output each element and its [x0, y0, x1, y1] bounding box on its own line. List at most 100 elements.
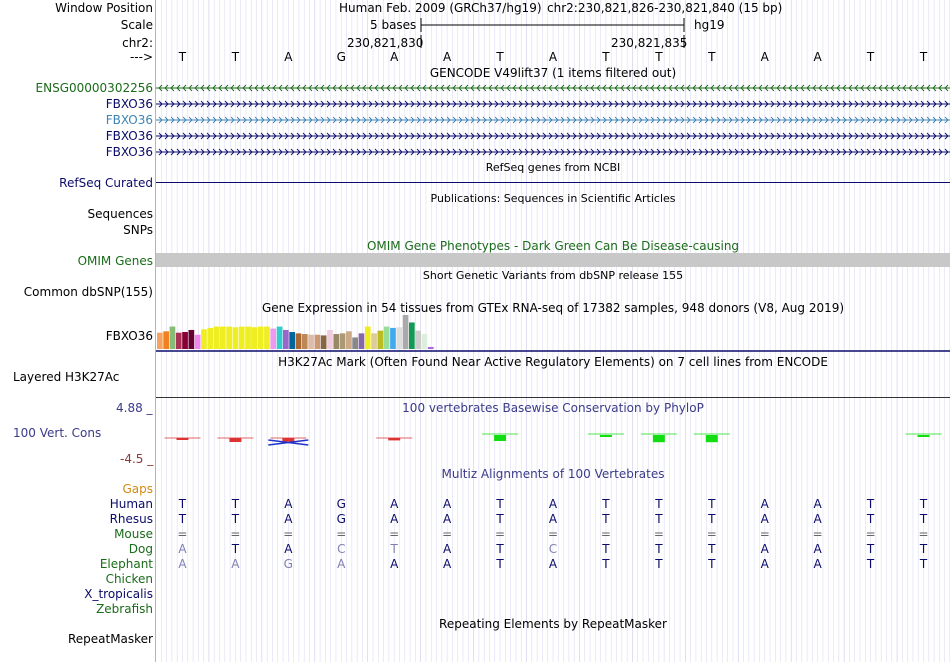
gtex-tissue-bar [270, 328, 277, 349]
gtex-expression-bars[interactable] [156, 314, 950, 354]
gencode-gene-label[interactable]: FBXO36 [105, 113, 153, 127]
multiz-aligned-base: T [866, 512, 875, 526]
multiz-aligned-base: = [230, 527, 241, 541]
multiz-aligned-base: A [337, 557, 346, 571]
gencode-gene-line[interactable] [156, 147, 950, 157]
multiz-aligned-base: T [655, 542, 663, 556]
multiz-species-label[interactable]: Zebrafish [96, 602, 153, 616]
multiz-aligned-base: T [231, 497, 240, 511]
multiz-species-label[interactable]: Mouse [114, 527, 153, 541]
multiz-aligned-base: A [284, 542, 293, 556]
gtex-track-label[interactable]: FBXO36 [105, 329, 153, 343]
gtex-tissue-bar [257, 326, 264, 349]
multiz-aligned-base: G [283, 557, 293, 571]
gtex-tissue-bar [175, 332, 182, 349]
multiz-aligned-base: = [865, 527, 876, 541]
multiz-aligned-base: A [760, 512, 769, 526]
cons-track-label[interactable]: 100 Vert. Cons [13, 426, 102, 440]
multiz-aligned-base: T [231, 512, 240, 526]
repeatmasker-track-label[interactable]: RepeatMasker [67, 632, 153, 646]
reference-base: T [655, 50, 663, 64]
multiz-aligned-base: A [760, 557, 769, 571]
cons-ymax: 4.88 _ [116, 401, 153, 415]
gtex-tissue-bar [289, 332, 295, 349]
gencode-gene-line[interactable] [156, 115, 950, 125]
publications-sequences-label[interactable]: Sequences [87, 207, 153, 221]
gtex-tissue-bar [314, 334, 321, 349]
gtex-tissue-bar [427, 346, 434, 349]
multiz-aligned-base: = [600, 527, 611, 541]
multiz-aligned-base: T [602, 512, 610, 526]
multiz-aligned-base: = [547, 527, 559, 541]
multiz-aligned-base: A [390, 557, 399, 571]
multiz-aligned-base: = [759, 527, 770, 541]
gtex-tissue-bar [264, 326, 270, 349]
gtex-tissue-bar [352, 337, 358, 349]
gtex-tissue-bar [346, 331, 352, 349]
gtex-tissue-bar [339, 333, 346, 349]
multiz-aligned-base: T [919, 512, 928, 526]
multiz-aligned-base: T [919, 497, 928, 511]
gencode-gene-label[interactable]: FBXO36 [105, 145, 153, 159]
reference-base: T [496, 50, 504, 64]
multiz-aligned-base: T [602, 557, 610, 571]
multiz-aligned-base: = [177, 527, 188, 541]
gtex-tissue-bar [226, 326, 232, 349]
reference-base: G [336, 50, 346, 64]
publications-snps-label[interactable]: SNPs [123, 223, 153, 237]
reference-base: A [548, 50, 558, 64]
multiz-aligned-base: A [760, 542, 769, 556]
window-position-value[interactable]: chr2:230,821,826-230,821,840 (15 bp) [547, 1, 783, 15]
multiz-aligned-base: T [866, 542, 875, 556]
reference-base: A [284, 50, 293, 64]
multiz-aligned-base: = [336, 527, 347, 541]
cons-score-bar [599, 435, 612, 437]
multiz-aligned-base: = [706, 527, 717, 541]
gencode-gene-line[interactable] [156, 83, 950, 93]
multiz-species-label[interactable]: Chicken [105, 572, 153, 586]
gtex-tissue-bar [232, 327, 239, 349]
multiz-aligned-base: A [813, 542, 822, 556]
reference-base: T [708, 50, 716, 64]
gencode-gene-line[interactable] [156, 131, 950, 141]
scale-db: hg19 [694, 18, 725, 32]
gtex-tissue-bar [396, 327, 403, 349]
omim-gene-bar[interactable] [156, 253, 950, 267]
dbsnp-track-title: Short Genetic Variants from dbSNP releas… [422, 269, 684, 282]
omim-track-label[interactable]: OMIM Genes [77, 254, 153, 268]
multiz-aligned-base: T [655, 497, 663, 511]
refseq-gene-line[interactable] [156, 182, 950, 184]
cons-score-bar [917, 435, 930, 437]
gtex-tissue-bar [415, 330, 421, 349]
gencode-gene-label[interactable]: FBXO36 [105, 97, 153, 111]
multiz-aligned-base: = [389, 527, 400, 541]
gencode-gene-label[interactable]: ENSG00000302256 [35, 81, 153, 95]
multiz-species-label[interactable]: Rhesus [109, 512, 153, 526]
gtex-track-title: Gene Expression in 54 tissues from GTEx … [261, 301, 845, 315]
h3k27ac-track-label[interactable]: Layered H3K27Ac [13, 370, 120, 384]
cons-score-bar [652, 435, 665, 443]
gtex-tissue-bar [371, 333, 377, 349]
publications-track-title: Publications: Sequences in Scientific Ar… [430, 192, 676, 205]
multiz-species-label[interactable]: Elephant [99, 557, 153, 571]
multiz-species-label[interactable]: Dog [128, 542, 153, 556]
assembly-name: Human Feb. 2009 (GRCh37/hg19) [339, 1, 542, 15]
refseq-track-label[interactable]: RefSeq Curated [59, 176, 153, 190]
gtex-tissue-bar [182, 332, 188, 349]
gencode-gene-label[interactable]: FBXO36 [105, 129, 153, 143]
dbsnp-track-label[interactable]: Common dbSNP(155) [23, 285, 153, 299]
cons-track-title: 100 vertebrates Basewise Conservation by… [402, 401, 704, 415]
multiz-species-label[interactable]: Human [109, 497, 153, 511]
gtex-tissue-bar [157, 332, 163, 349]
multiz-aligned-base: G [336, 512, 346, 526]
multiz-aligned-base: T [708, 557, 716, 571]
multiz-species-label[interactable]: X_tropicalis [84, 587, 153, 601]
reference-base: T [178, 50, 187, 64]
cons-score-bar [176, 438, 189, 440]
reference-base: A [813, 50, 822, 64]
gencode-gene-line[interactable] [156, 99, 950, 109]
multiz-aligned-base: T [390, 542, 398, 556]
gtex-tissue-bar [220, 326, 226, 349]
scale-label: Scale [120, 18, 153, 32]
cons-wiggle[interactable] [156, 416, 950, 466]
